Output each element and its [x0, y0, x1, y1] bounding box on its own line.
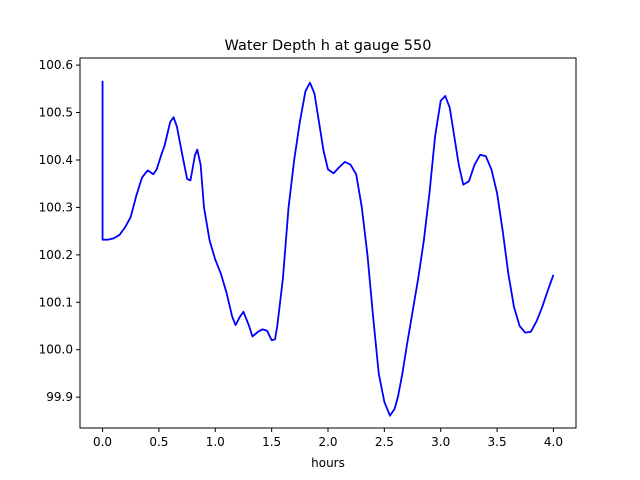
plot-area — [101, 80, 555, 417]
y-tick-label: 100.5 — [39, 106, 73, 120]
series-line-water-depth — [101, 80, 555, 417]
y-tick-label: 100.6 — [39, 58, 73, 72]
x-tick-label: 4.0 — [544, 435, 563, 449]
x-tick-label: 2.5 — [375, 435, 394, 449]
y-tick-label: 100.3 — [39, 200, 73, 214]
x-tick-label: 0.5 — [149, 435, 168, 449]
y-tick-label: 99.9 — [46, 390, 73, 404]
x-axis: 0.0 0.5 1.0 1.5 2.0 2.5 3.0 3.5 4.0 — [93, 428, 563, 449]
x-tick-label: 1.5 — [262, 435, 281, 449]
y-axis: 99.9 100.0 100.1 100.2 100.3 100.4 100.5 100.6 — [39, 58, 80, 404]
y-tick-label: 100.4 — [39, 153, 73, 167]
x-tick-label: 3.5 — [488, 435, 507, 449]
x-axis-label: hours — [311, 456, 345, 470]
y-tick-label: 100.1 — [39, 295, 73, 309]
x-tick-label: 3.0 — [431, 435, 450, 449]
y-tick-label: 100.2 — [39, 248, 73, 262]
x-tick-label: 2.0 — [318, 435, 337, 449]
x-tick-label: 1.0 — [206, 435, 225, 449]
x-tick-label: 0.0 — [93, 435, 112, 449]
chart-title: Water Depth h at gauge 550 — [225, 38, 432, 54]
y-tick-label: 100.0 — [39, 343, 73, 357]
